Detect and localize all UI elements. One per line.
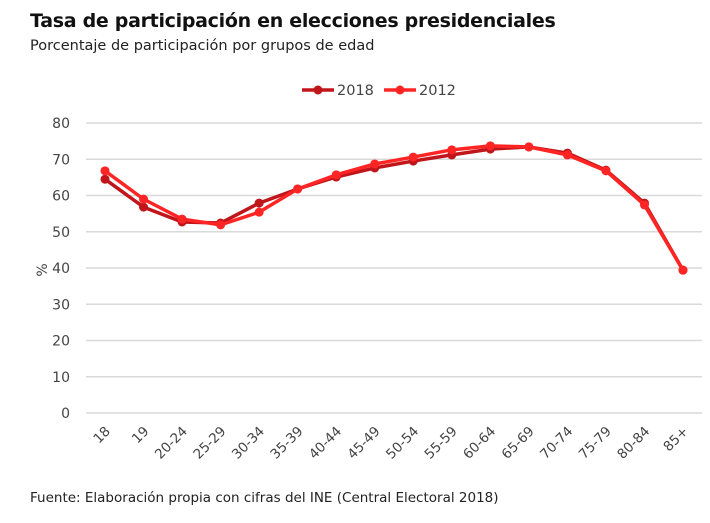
- x-tick-label: 18: [90, 424, 113, 447]
- chart-source: Fuente: Elaboración propia con cifras de…: [30, 490, 499, 506]
- data-point-2012: [485, 141, 495, 151]
- data-point-2018: [100, 174, 110, 184]
- x-tick-label: 25-29: [190, 424, 229, 463]
- data-point-2012: [447, 145, 457, 155]
- y-tick-label: 30: [52, 297, 70, 313]
- chart-title: Tasa de participación en elecciones pres…: [30, 10, 556, 32]
- data-point-2012: [331, 170, 341, 180]
- data-point-2012: [678, 265, 688, 275]
- y-tick-label: 40: [52, 261, 70, 277]
- data-point-2012: [408, 152, 418, 162]
- x-tick-label: 60-64: [460, 424, 499, 463]
- chart-subtitle: Porcentaje de participación por grupos d…: [30, 38, 375, 54]
- y-tick-label: 0: [61, 406, 70, 422]
- legend-swatch-marker: [395, 85, 405, 95]
- y-tick-label: 70: [52, 152, 70, 168]
- x-tick-label: 45-49: [345, 424, 384, 463]
- y-axis-label: %: [35, 263, 51, 276]
- data-point-2012: [562, 150, 572, 160]
- data-point-2012: [639, 200, 649, 210]
- y-tick-label: 20: [52, 334, 70, 350]
- x-tick-label: 50-54: [383, 424, 422, 463]
- x-tick-label: 75-79: [576, 424, 615, 463]
- data-point-2012: [524, 142, 534, 152]
- data-point-2012: [370, 159, 380, 169]
- data-point-2012: [177, 214, 187, 224]
- data-point-2012: [601, 166, 611, 176]
- x-tick-label: 30-34: [229, 424, 268, 463]
- data-point-2018: [139, 202, 149, 212]
- legend-label: 2018: [337, 83, 374, 99]
- x-tick-label: 65-69: [499, 424, 538, 463]
- data-point-2012: [139, 194, 149, 204]
- y-tick-label: 60: [52, 189, 70, 205]
- legend-swatch-marker: [313, 85, 323, 95]
- y-tick-label: 50: [52, 225, 70, 241]
- x-tick-label: 55-59: [422, 424, 461, 463]
- data-point-2012: [293, 184, 303, 194]
- y-tick-label: 80: [52, 116, 70, 132]
- x-tick-label: 19: [129, 424, 152, 447]
- x-tick-label: 85+: [660, 424, 691, 455]
- x-tick-label: 20-24: [152, 424, 191, 463]
- x-tick-label: 80-84: [614, 424, 653, 463]
- x-tick-label: 35-39: [267, 424, 306, 463]
- series-line-2012: [103, 144, 685, 272]
- x-tick-label: 70-74: [537, 424, 576, 463]
- data-point-2012: [216, 220, 226, 230]
- data-point-2012: [100, 166, 110, 176]
- legend-label: 2012: [419, 83, 456, 99]
- data-point-2012: [254, 207, 264, 217]
- x-tick-label: 40-44: [306, 424, 345, 463]
- data-point-2018: [254, 198, 264, 208]
- y-tick-label: 10: [52, 370, 70, 386]
